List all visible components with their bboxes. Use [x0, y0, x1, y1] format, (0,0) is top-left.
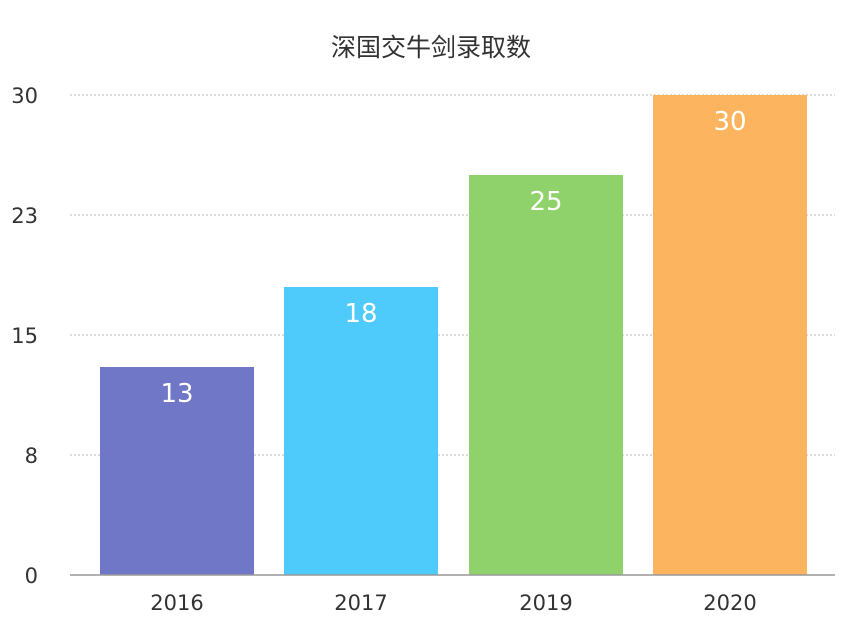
chart-title: 深国交牛剑录取数	[330, 33, 531, 62]
x-tick-label: 2019	[519, 591, 572, 615]
data-label: 13	[160, 379, 193, 409]
y-tick-label: 0	[25, 564, 38, 588]
data-label: 30	[713, 107, 746, 137]
data-label: 18	[344, 299, 377, 329]
bar-2017	[284, 287, 438, 575]
x-tick-label: 2016	[150, 591, 203, 615]
y-tick-label: 15	[11, 324, 38, 348]
y-tick-label: 30	[11, 84, 38, 108]
x-tick-label: 2017	[334, 591, 387, 615]
bar-2020	[653, 95, 807, 575]
y-tick-label: 8	[25, 444, 38, 468]
x-tick-label: 2020	[703, 591, 756, 615]
bar-2019	[469, 175, 623, 575]
data-label: 25	[529, 187, 562, 217]
y-tick-label: 23	[11, 204, 38, 228]
bar-2016	[100, 367, 254, 575]
